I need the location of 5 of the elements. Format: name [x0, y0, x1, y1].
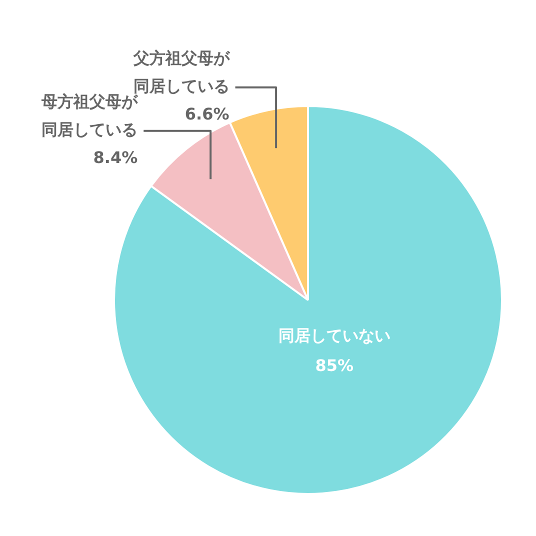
data-label: 85%	[315, 356, 354, 376]
slice-label: 同居していない	[278, 326, 390, 346]
slice-label: 父方祖父母が同居している	[132, 48, 230, 96]
data-label: 6.6%	[184, 104, 230, 124]
data-label: 8.4%	[93, 148, 138, 168]
